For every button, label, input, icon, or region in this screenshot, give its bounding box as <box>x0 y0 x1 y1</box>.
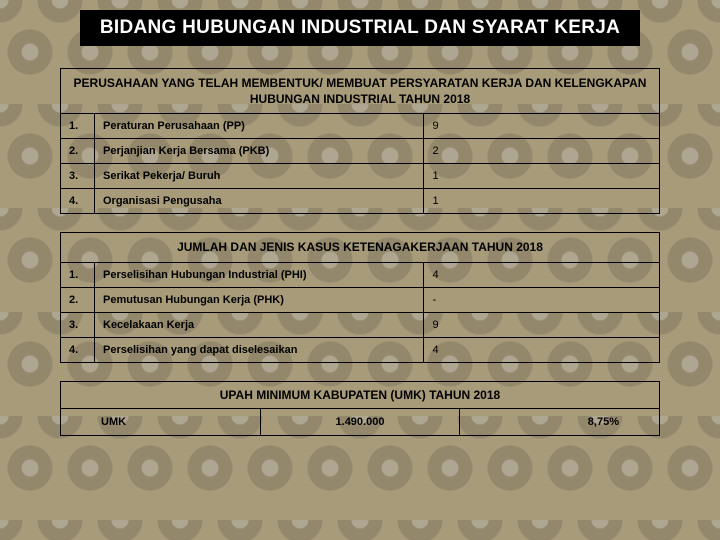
page-title: BIDANG HUBUNGAN INDUSTRIAL DAN SYARAT KE… <box>80 10 640 46</box>
row-label: Perselisihan yang dapat diselesaikan <box>95 337 424 362</box>
row-value: 4 <box>424 337 660 362</box>
umk-label: UMK <box>61 408 261 435</box>
row-number: 3. <box>61 312 95 337</box>
row-value: 9 <box>424 312 660 337</box>
row-value: 9 <box>424 114 660 139</box>
table-row: 3. Serikat Pekerja/ Buruh 1 <box>61 164 660 189</box>
table-row: 4. Perselisihan yang dapat diselesaikan … <box>61 337 660 362</box>
row-number: 4. <box>61 337 95 362</box>
row-number: 2. <box>61 287 95 312</box>
row-number: 3. <box>61 164 95 189</box>
row-label: Pemutusan Hubungan Kerja (PHK) <box>95 287 424 312</box>
table-row: UMK 1.490.000 8,75% <box>61 408 660 435</box>
table-row: 1. Perselisihan Hubungan Industrial (PHI… <box>61 262 660 287</box>
row-label: Serikat Pekerja/ Buruh <box>95 164 424 189</box>
row-label: Perselisihan Hubungan Industrial (PHI) <box>95 262 424 287</box>
row-value: - <box>424 287 660 312</box>
row-label: Organisasi Pengusaha <box>95 189 424 214</box>
row-value: 2 <box>424 139 660 164</box>
row-number: 4. <box>61 189 95 214</box>
table-row: 2. Pemutusan Hubungan Kerja (PHK) - <box>61 287 660 312</box>
table-perusahaan: PERUSAHAAN YANG TELAH MEMBENTUK/ MEMBUAT… <box>60 68 660 214</box>
row-label: Perjanjian Kerja Bersama (PKB) <box>95 139 424 164</box>
table-row: 3. Kecelakaan Kerja 9 <box>61 312 660 337</box>
umk-percent: 8,75% <box>460 408 660 435</box>
row-number: 1. <box>61 114 95 139</box>
table-umk: UPAH MINIMUM KABUPATEN (UMK) TAHUN 2018 … <box>60 381 660 436</box>
row-number: 1. <box>61 262 95 287</box>
table-kasus-header: JUMLAH DAN JENIS KASUS KETENAGAKERJAAN T… <box>61 233 660 262</box>
row-value: 4 <box>424 262 660 287</box>
row-number: 2. <box>61 139 95 164</box>
table-perusahaan-header: PERUSAHAAN YANG TELAH MEMBENTUK/ MEMBUAT… <box>61 69 660 114</box>
table-row: 1. Peraturan Perusahaan (PP) 9 <box>61 114 660 139</box>
table-umk-header: UPAH MINIMUM KABUPATEN (UMK) TAHUN 2018 <box>61 381 660 408</box>
row-label: Peraturan Perusahaan (PP) <box>95 114 424 139</box>
table-row: 2. Perjanjian Kerja Bersama (PKB) 2 <box>61 139 660 164</box>
umk-amount: 1.490.000 <box>260 408 460 435</box>
table-kasus: JUMLAH DAN JENIS KASUS KETENAGAKERJAAN T… <box>60 232 660 362</box>
table-row: 4. Organisasi Pengusaha 1 <box>61 189 660 214</box>
slide-content: BIDANG HUBUNGAN INDUSTRIAL DAN SYARAT KE… <box>0 0 720 436</box>
row-value: 1 <box>424 189 660 214</box>
row-label: Kecelakaan Kerja <box>95 312 424 337</box>
row-value: 1 <box>424 164 660 189</box>
